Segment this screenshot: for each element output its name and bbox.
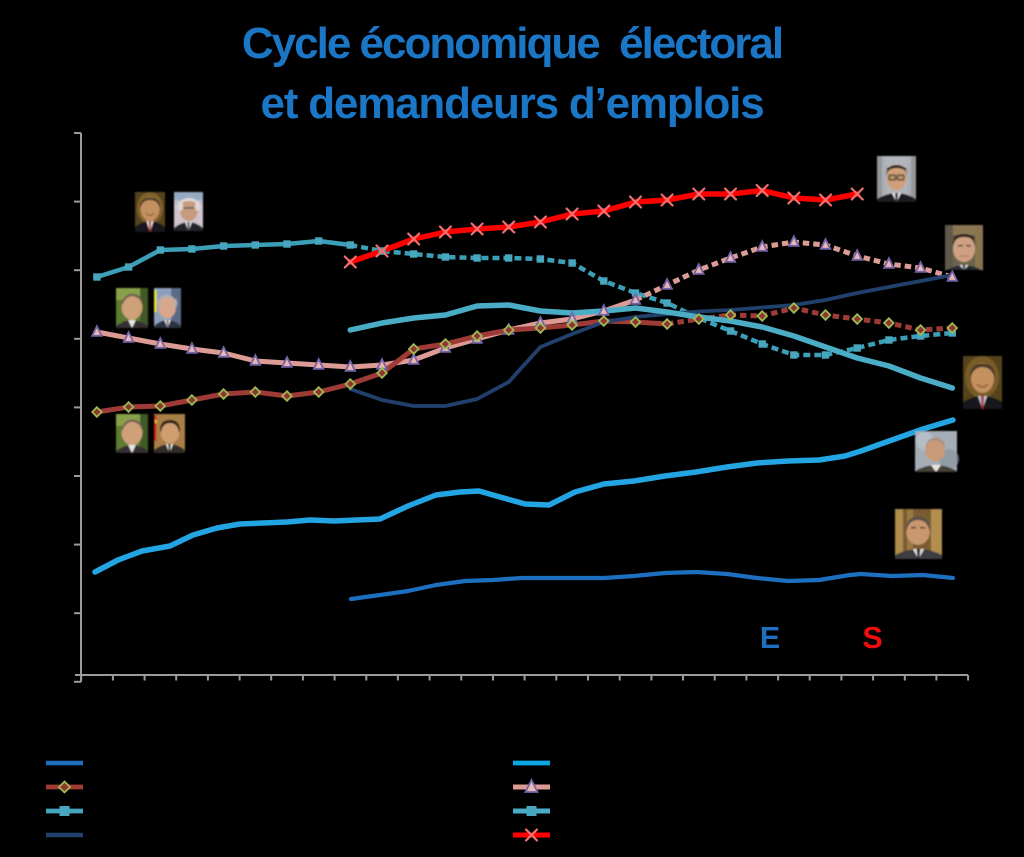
svg-text:S: S	[862, 621, 882, 655]
svg-text:E: E	[760, 621, 780, 655]
